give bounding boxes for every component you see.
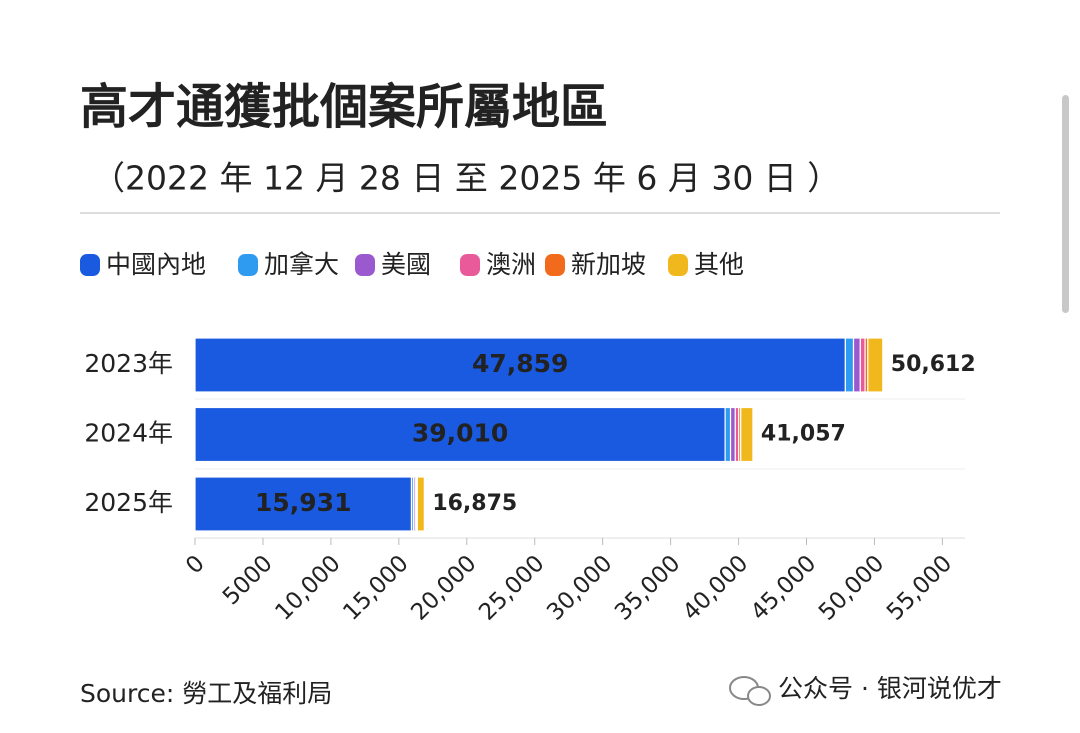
total-label: 16,875 <box>432 491 517 516</box>
x-tick-label: 25,000 <box>474 550 549 625</box>
x-tick-label: 40,000 <box>678 550 753 625</box>
legend-swatch <box>355 254 375 276</box>
bar-segment <box>194 406 726 463</box>
legend-label: 美國 <box>381 250 431 279</box>
x-tick-label: 50,000 <box>814 550 889 625</box>
legend-swatch <box>668 254 688 276</box>
bar-segment <box>867 337 884 393</box>
bar-segment <box>194 337 846 393</box>
x-tick-label: 20,000 <box>406 550 481 625</box>
x-tick-label: 10,000 <box>270 550 345 625</box>
legend-label: 中國內地 <box>106 250 206 279</box>
bar-segment <box>859 337 866 393</box>
x-tick-label: 35,000 <box>610 550 685 625</box>
x-tick-label: 55,000 <box>882 550 957 625</box>
y-tick-label: 2025年 <box>84 488 173 517</box>
value-label: 15,931 <box>255 488 351 517</box>
bar-segment <box>729 406 736 463</box>
bar-segment <box>416 476 425 532</box>
x-tick-label: 15,000 <box>338 550 413 625</box>
legend-label: 新加坡 <box>571 250 646 279</box>
watermark: 公众号 · 银河说优才 <box>778 674 1002 703</box>
bar-segment <box>852 337 861 393</box>
source: Source: 勞工及福利局 <box>80 679 332 708</box>
bar-segment <box>740 406 754 463</box>
bar-segment <box>724 406 732 463</box>
total-label: 50,612 <box>891 352 976 377</box>
bar-segment <box>194 476 413 532</box>
legend-label: 加拿大 <box>264 250 339 279</box>
legend-swatch <box>545 254 565 276</box>
bar-segment <box>844 337 855 393</box>
y-tick-label: 2023年 <box>84 349 173 378</box>
x-tick-label: 30,000 <box>542 550 617 625</box>
chart-title: 高才通獲批個案所屬地區 <box>80 79 608 135</box>
x-tick-label: 5000 <box>218 550 278 610</box>
value-label: 47,859 <box>472 349 568 378</box>
value-label: 39,010 <box>412 419 508 448</box>
legend-label: 澳洲 <box>486 250 536 279</box>
legend-swatch <box>460 254 480 276</box>
chart-subtitle: （2022 年 12 月 28 日 至 2025 年 6 月 30 日 ） <box>92 159 840 198</box>
legend-swatch <box>80 254 100 276</box>
scrollbar[interactable] <box>1062 95 1069 313</box>
wechat-icon <box>729 676 771 706</box>
legend-swatch <box>238 254 258 276</box>
legend-label: 其他 <box>694 250 744 279</box>
x-tick-label: 0 <box>181 550 210 579</box>
x-tick-label: 45,000 <box>746 550 821 625</box>
total-label: 41,057 <box>761 422 846 447</box>
y-tick-label: 2024年 <box>84 419 173 448</box>
